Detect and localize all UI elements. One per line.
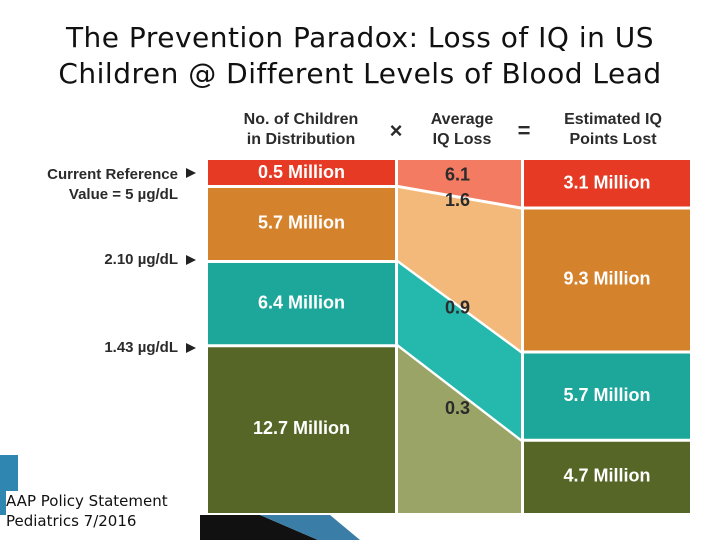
header-children-line-1: No. of Children <box>243 111 359 128</box>
bar-iq-loss-2 <box>398 263 521 439</box>
threshold-arrow-icon <box>186 168 196 178</box>
label-children-2: 6.4 Million <box>258 292 345 312</box>
decorative-bottom-accent <box>260 515 360 540</box>
source-line-1: AAP Policy Statement <box>6 492 168 510</box>
bar-children-2 <box>208 263 395 345</box>
header-children: No. of Children in Distribution <box>226 110 376 150</box>
label-children-1: 5.7 Million <box>258 213 345 233</box>
header-iq-loss: Average IQ Loss <box>412 110 512 150</box>
header-iq-loss-line-1: Average <box>430 111 494 128</box>
threshold-label-reference-line-1: Current Reference <box>47 166 178 183</box>
threshold-arrow-icon <box>186 343 196 353</box>
threshold-label-2-10: 2.10 µg/dL <box>104 251 178 268</box>
slide-title-line-1: The Prevention Paradox: Loss of IQ in US <box>65 21 655 54</box>
times-symbol: × <box>389 118 403 143</box>
header-iq-loss-line-2: IQ Loss <box>432 131 492 148</box>
bar-children-1 <box>208 187 395 261</box>
label-iq-loss-1: 1.6 <box>445 190 470 210</box>
label-iq-loss-0: 6.1 <box>445 165 470 185</box>
label-points-lost-1: 9.3 Million <box>563 269 650 289</box>
label-children-3: 12.7 Million <box>253 418 350 438</box>
decorative-bottom-shape <box>200 515 318 540</box>
label-iq-loss-3: 0.3 <box>445 398 470 418</box>
bar-iq-loss-0 <box>398 160 521 207</box>
label-points-lost-0: 3.1 Million <box>563 173 650 193</box>
header-children-line-2: in Distribution <box>246 131 356 148</box>
slide-title-line-2: Children @ Different Levels of Blood Lea… <box>58 57 662 90</box>
threshold-label-1-43: 1.43 µg/dL <box>104 339 178 356</box>
source-citation: AAP Policy Statement Pediatrics 7/2016 <box>6 491 172 531</box>
bar-points-lost-1 <box>524 209 690 351</box>
bar-children-0 <box>208 160 395 185</box>
bar-iq-loss-1 <box>398 187 521 351</box>
source-line-2: Pediatrics 7/2016 <box>6 512 137 530</box>
threshold-label-reference: Current Reference Value = 5 µg/dL <box>6 165 178 205</box>
bar-points-lost-2 <box>524 353 690 439</box>
label-points-lost-2: 5.7 Million <box>563 385 650 405</box>
header-points-lost-line-2: Points Lost <box>569 131 657 148</box>
label-points-lost-3: 4.7 Million <box>563 465 650 485</box>
slide-title: The Prevention Paradox: Loss of IQ in US… <box>0 20 720 92</box>
bar-points-lost-0 <box>524 160 690 207</box>
threshold-arrow-icon <box>186 255 196 265</box>
label-children-0: 0.5 Million <box>258 162 345 182</box>
label-iq-loss-2: 0.9 <box>445 298 470 318</box>
header-points-lost-line-1: Estimated IQ <box>564 111 662 128</box>
bar-iq-loss-3 <box>398 347 521 513</box>
header-points-lost: Estimated IQ Points Lost <box>538 110 688 150</box>
bar-points-lost-3 <box>524 441 690 513</box>
threshold-label-reference-line-2: Value = 5 µg/dL <box>68 186 178 203</box>
equals-symbol: = <box>517 118 531 143</box>
bar-children-3 <box>208 347 395 513</box>
